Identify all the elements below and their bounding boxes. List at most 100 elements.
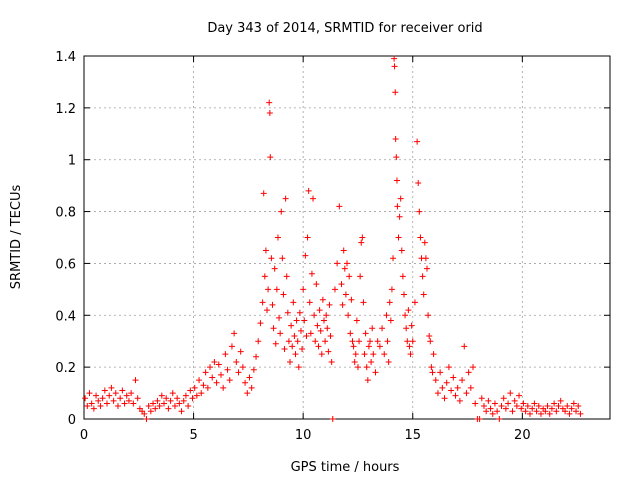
- data-point: [385, 358, 392, 365]
- data-point: [235, 369, 242, 376]
- data-point: [396, 213, 403, 220]
- data-point: [246, 374, 253, 381]
- y-tick-label: 0.4: [55, 309, 76, 324]
- data-point: [507, 390, 514, 397]
- data-point: [562, 408, 569, 415]
- data-point: [391, 55, 398, 62]
- data-point: [260, 190, 267, 197]
- data-point: [529, 405, 536, 412]
- data-point: [414, 138, 421, 145]
- data-point: [242, 379, 249, 386]
- data-point: [551, 400, 558, 407]
- data-point: [264, 307, 271, 314]
- data-point: [134, 395, 141, 402]
- x-tick-label: 0: [80, 428, 88, 443]
- data-point: [255, 338, 262, 345]
- data-point: [329, 416, 336, 422]
- data-point: [114, 403, 121, 410]
- data-point: [279, 255, 286, 262]
- data-point: [281, 345, 288, 352]
- data-point: [287, 358, 294, 365]
- data-point: [99, 395, 106, 402]
- data-point: [301, 317, 308, 324]
- y-tick-label: 1.2: [55, 102, 76, 117]
- data-point: [394, 203, 401, 210]
- data-point: [322, 338, 329, 345]
- data-point: [360, 299, 367, 306]
- x-tick-label: 5: [189, 428, 197, 443]
- data-point: [383, 312, 390, 319]
- data-point: [291, 333, 298, 340]
- data-point: [189, 395, 196, 402]
- data-point: [125, 397, 132, 404]
- data-point: [277, 330, 284, 337]
- data-point: [505, 400, 512, 407]
- data-point: [267, 154, 274, 161]
- data-point: [239, 364, 246, 371]
- data-point: [130, 400, 137, 407]
- data-point: [362, 330, 369, 337]
- data-point: [341, 265, 348, 272]
- data-point: [338, 281, 345, 288]
- data-point: [145, 403, 152, 410]
- data-point: [284, 309, 291, 316]
- data-point: [346, 273, 353, 280]
- data-point: [386, 299, 393, 306]
- data-point: [511, 397, 518, 404]
- data-point: [191, 384, 198, 391]
- data-point: [269, 301, 276, 308]
- data-point: [270, 325, 277, 332]
- data-point: [483, 408, 490, 415]
- data-point: [379, 325, 386, 332]
- data-point: [448, 387, 455, 394]
- x-tick-label: 10: [295, 428, 312, 443]
- data-point: [516, 392, 523, 399]
- data-point: [147, 408, 154, 415]
- data-point: [237, 348, 244, 355]
- data-point: [359, 234, 366, 241]
- data-point: [524, 403, 531, 410]
- data-point: [302, 252, 309, 259]
- data-point: [555, 403, 562, 410]
- data-point: [217, 371, 224, 378]
- data-point: [97, 403, 104, 410]
- data-point: [439, 384, 446, 391]
- data-point: [397, 195, 404, 202]
- data-point: [271, 265, 278, 272]
- data-point: [566, 410, 573, 417]
- data-point: [262, 247, 269, 254]
- data-point: [314, 322, 321, 329]
- data-point: [108, 384, 115, 391]
- data-point: [367, 338, 374, 345]
- data-point: [150, 400, 157, 407]
- data-point: [518, 405, 525, 412]
- data-point: [152, 405, 159, 412]
- data-point: [393, 177, 400, 184]
- data-point: [319, 296, 326, 303]
- data-point: [171, 403, 178, 410]
- data-point: [95, 397, 102, 404]
- data-point: [110, 397, 117, 404]
- data-point: [513, 403, 520, 410]
- data-point: [349, 338, 356, 345]
- data-point: [403, 325, 410, 332]
- data-point: [533, 408, 540, 415]
- data-point: [119, 387, 126, 394]
- data-point: [425, 312, 432, 319]
- data-point: [434, 390, 441, 397]
- data-point: [404, 338, 411, 345]
- data-point: [334, 260, 341, 267]
- data-point: [268, 255, 275, 262]
- data-point: [300, 286, 307, 293]
- data-point: [156, 403, 163, 410]
- data-point: [553, 408, 560, 415]
- data-point: [327, 333, 334, 340]
- data-point: [406, 343, 413, 350]
- data-point: [250, 366, 257, 373]
- data-point: [372, 369, 379, 376]
- data-point: [288, 322, 295, 329]
- data-point: [364, 377, 371, 384]
- data-point: [167, 397, 174, 404]
- data-point: [445, 364, 452, 371]
- data-point: [323, 312, 330, 319]
